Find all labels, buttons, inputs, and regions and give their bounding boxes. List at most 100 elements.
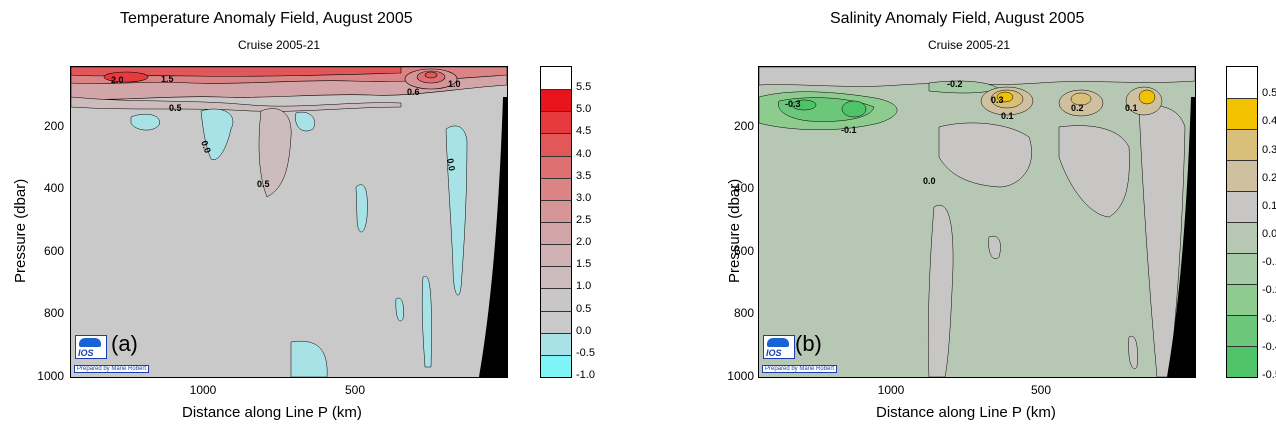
colorbar-swatch — [541, 266, 571, 289]
colorbar-swatch — [1227, 315, 1257, 346]
x-tick: 1000 — [877, 383, 905, 397]
contour-label: 0.2 — [1071, 103, 1084, 113]
colorbar-swatch — [541, 332, 571, 355]
y-tick: 600 — [43, 244, 64, 258]
colorbar-swatch — [541, 244, 571, 267]
colorbar-tick-label: 5.0 — [576, 103, 592, 116]
colorbar-tick-label: -1.0 — [576, 369, 595, 381]
contour-label: -0.1 — [841, 125, 857, 135]
colorbar — [1226, 66, 1258, 378]
colorbar-swatch — [541, 89, 571, 112]
colorbar-swatch — [1227, 160, 1257, 191]
y-tick: 1000 — [37, 369, 64, 383]
colorbar-tick-label: 4.5 — [576, 125, 592, 138]
colorbar-swatch — [1227, 284, 1257, 315]
colorbar-tick-label: 2.0 — [576, 236, 592, 249]
colorbar-tick-label: 3.0 — [576, 191, 592, 204]
contour-label: 0.1 — [1001, 111, 1014, 121]
plot-area: -0.2 -0.3 -0.1 0.3 0.1 0.2 0.1 0.0 IOS (… — [758, 66, 1196, 378]
colorbar-swatch — [1227, 253, 1257, 284]
contour-field: -0.2 -0.3 -0.1 0.3 0.1 0.2 0.1 0.0 — [759, 67, 1195, 377]
colorbar-tick-label: 0.5 — [1262, 87, 1276, 100]
contour-label: 2.0 — [111, 75, 124, 85]
credit-label: Prepared by Marie Robert — [762, 365, 838, 373]
contour-label: 0.1 — [1125, 103, 1138, 113]
contour-label: 0.0 — [445, 158, 457, 172]
ios-logo: IOS — [763, 335, 795, 359]
colorbar-swatch — [541, 177, 571, 200]
colorbar-tick-label: 4.0 — [576, 147, 592, 160]
salinity-panel: Salinity Anomaly Field, August 2005 Crui… — [656, 0, 1276, 429]
chart-title: Temperature Anomaly Field, August 2005 — [120, 10, 413, 27]
x-axis-label: Distance along Line P (km) — [876, 404, 1056, 421]
y-tick: 200 — [733, 119, 754, 133]
colorbar-swatch — [1227, 222, 1257, 253]
colorbar-swatch — [1227, 129, 1257, 160]
colorbar-tick-label: 0.4 — [1262, 115, 1276, 128]
colorbar-tick-label: -0.4 — [1262, 340, 1276, 353]
contour-label: -0.3 — [785, 99, 801, 109]
y-tick: 200 — [43, 119, 64, 133]
colorbar — [540, 66, 572, 378]
x-tick: 500 — [344, 383, 366, 397]
chart-title: Salinity Anomaly Field, August 2005 — [830, 10, 1085, 27]
colorbar-swatch — [541, 288, 571, 311]
chart-subtitle: Cruise 2005-21 — [928, 38, 1011, 52]
colorbar-swatch — [1227, 191, 1257, 222]
colorbar-tick-label: -0.3 — [1262, 312, 1276, 325]
colorbar-tick-label: 0.3 — [1262, 143, 1276, 156]
colorbar-tick-label: 1.0 — [576, 280, 592, 293]
colorbar-tick-label: 0.5 — [576, 302, 592, 315]
colorbar-tick-label: 0.0 — [1262, 228, 1276, 241]
panel-label: (a) — [111, 331, 138, 356]
x-axis-label: Distance along Line P (km) — [182, 404, 362, 421]
colorbar-tick-label: 5.5 — [576, 81, 592, 94]
colorbar-swatch — [541, 199, 571, 222]
chart-subtitle: Cruise 2005-21 — [238, 38, 321, 52]
colorbar-swatch — [541, 111, 571, 134]
colorbar-swatch — [1227, 346, 1257, 377]
colorbar-tick-label: 0.2 — [1262, 171, 1276, 184]
credit-label: Prepared by Marie Robert — [74, 365, 150, 373]
y-tick: 600 — [733, 244, 754, 258]
contour-label: -0.2 — [947, 79, 963, 89]
y-tick: 800 — [733, 306, 754, 320]
y-tick: 400 — [733, 181, 754, 195]
colorbar-tick-label: -0.1 — [1262, 256, 1276, 269]
contour-label: 0.5 — [257, 179, 270, 189]
contour-label: 0.0 — [923, 176, 936, 186]
contour-field: 2.0 1.5 0.5 0.0 0.5 0.6 1.0 0.0 — [71, 67, 507, 377]
colorbar-tick-label: 3.5 — [576, 169, 592, 182]
colorbar-swatch — [541, 222, 571, 245]
contour-label: 0.0 — [199, 139, 213, 154]
colorbar-swatch — [541, 155, 571, 178]
colorbar-tick-label: 0.0 — [576, 324, 592, 337]
colorbar-swatch — [541, 354, 571, 377]
temperature-panel: Temperature Anomaly Field, August 2005 C… — [0, 0, 620, 429]
colorbar-tick-label: 0.1 — [1262, 199, 1276, 212]
plot-area: 2.0 1.5 0.5 0.0 0.5 0.6 1.0 0.0 IOS (a) … — [70, 66, 508, 378]
colorbar-tick-label: 1.5 — [576, 258, 592, 271]
colorbar-tick-label: -0.2 — [1262, 284, 1276, 297]
colorbar-tick-label: -0.5 — [576, 346, 595, 359]
y-tick: 400 — [43, 181, 64, 195]
wave-icon — [767, 338, 789, 347]
y-tick: 800 — [43, 306, 64, 320]
panel-label: (b) — [795, 331, 822, 356]
colorbar-swatch — [1227, 98, 1257, 129]
logo-text: IOS — [78, 348, 94, 358]
contour-label: 0.5 — [169, 103, 182, 113]
contour-label: 0.3 — [991, 95, 1004, 105]
y-tick: 1000 — [727, 369, 754, 383]
logo-text: IOS — [766, 348, 782, 358]
colorbar-swatch — [1227, 67, 1257, 98]
colorbar-tick-label: 2.5 — [576, 214, 592, 226]
colorbar-tick-label: -0.5 — [1262, 369, 1276, 381]
colorbar-swatch — [541, 133, 571, 156]
contour-label: 0.6 — [407, 87, 420, 97]
ios-logo: IOS — [75, 335, 107, 359]
colorbar-swatch — [541, 67, 571, 90]
contour-label: 1.5 — [161, 74, 174, 84]
x-tick: 1000 — [189, 383, 217, 397]
x-tick: 500 — [1030, 383, 1052, 397]
